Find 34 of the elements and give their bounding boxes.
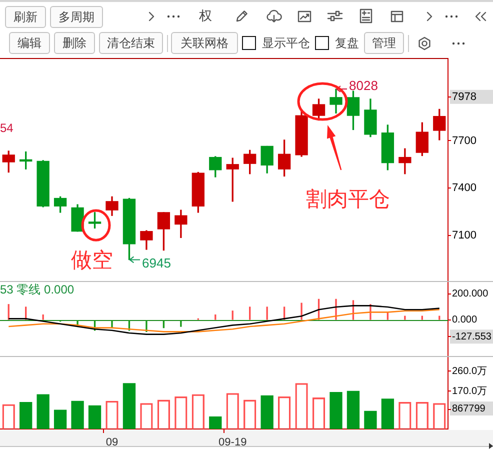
annotation: 54 (0, 120, 14, 135)
text: 867799 (452, 403, 486, 414)
bar (88, 405, 102, 429)
y-tick-label: 170.0万 (452, 386, 488, 397)
bar (71, 400, 84, 429)
x-tick-label: 09 (106, 436, 118, 449)
bar (260, 395, 274, 429)
text: 复盘 (335, 35, 359, 52)
annotation: 6945 (142, 256, 171, 271)
bar (54, 410, 67, 429)
bar (330, 392, 342, 429)
bar (346, 390, 360, 429)
annotation: 做空 (71, 248, 113, 272)
text: 权 (199, 7, 212, 25)
y-tick-label: 200.000 (452, 288, 489, 300)
annotation: 53 零线 0.000 (0, 282, 74, 296)
y-tick-label: 0.000 (452, 314, 478, 326)
bar (20, 402, 32, 429)
bar (122, 383, 136, 429)
bar (364, 410, 377, 429)
y-tick-label: 7100 (452, 229, 476, 242)
x-tick-label: 09-19 (218, 436, 247, 449)
annotation: 8028 (349, 78, 378, 94)
bar (36, 394, 50, 429)
candlestick (398, 148, 412, 174)
y-tick-label: 7978 (452, 90, 476, 103)
y-tick-label: -127.553 (452, 331, 492, 342)
y-tick-label: 7400 (452, 182, 476, 194)
bar (381, 398, 394, 429)
text: 显示平仓 (262, 35, 310, 52)
y-tick-label: 260.0万 (452, 366, 488, 377)
y-tick-label: 7700 (452, 134, 476, 147)
bar (209, 416, 222, 429)
annotation: 割肉平仓 (306, 188, 390, 211)
